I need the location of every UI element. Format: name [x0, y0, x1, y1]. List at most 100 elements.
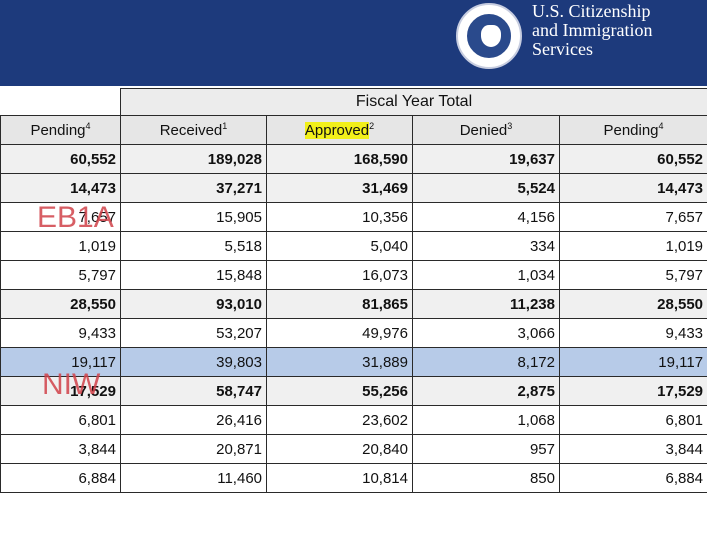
- agency-line-2: and Immigration: [532, 20, 653, 40]
- column-header-row: Pending4 Received1 Approved2 Denied3 Pen…: [0, 115, 707, 145]
- agency-line-3: Services: [532, 39, 593, 59]
- table-cell: 14,473: [0, 173, 121, 203]
- table-cell: 3,066: [412, 318, 560, 348]
- table-row: 14,473 37,271 31,469 5,524 14,473: [0, 173, 707, 203]
- table-cell: 6,884: [0, 463, 121, 493]
- table-cell: 6,801: [558, 405, 707, 435]
- table-cell: 8,172: [412, 347, 560, 377]
- table-cell: 9,433: [558, 318, 707, 348]
- footnote-mark: 1: [222, 121, 228, 131]
- statistics-table: Fiscal Year Total Pending4 Received1 App…: [0, 88, 707, 493]
- table-row: 9,433 53,207 49,976 3,066 9,433: [0, 318, 707, 348]
- table-cell: 957: [412, 434, 560, 464]
- col-label: Denied: [459, 122, 508, 139]
- table-cell: 60,552: [0, 144, 121, 174]
- table-cell: 28,550: [558, 289, 707, 319]
- table-cell: 1,019: [0, 231, 121, 261]
- col-label: Pending: [603, 122, 659, 139]
- dhs-seal-icon: [456, 3, 522, 69]
- table-cell: 7,657: [0, 202, 121, 232]
- col-header-received: Received1: [120, 115, 267, 145]
- col-header-approved: Approved2: [266, 115, 413, 145]
- table-row: 5,797 15,848 16,073 1,034 5,797: [0, 260, 707, 290]
- niw-annotation: NIW: [42, 368, 101, 401]
- group-header-row: Fiscal Year Total: [0, 88, 707, 116]
- table-cell: 14,473: [558, 173, 707, 203]
- table-cell: 6,801: [0, 405, 121, 435]
- table-cell: 9,433: [0, 318, 121, 348]
- table-row: 6,801 26,416 23,602 1,068 6,801: [0, 405, 707, 435]
- table-body: 60,552 189,028 168,590 19,637 60,552 14,473 37…: [0, 144, 707, 493]
- table-row: 60,552 189,028 168,590 19,637 60,552: [0, 144, 707, 174]
- table-cell: 15,848: [120, 260, 267, 290]
- table-row: 3,844 20,871 20,840 957 3,844: [0, 434, 707, 464]
- footnote-mark: 4: [85, 121, 91, 131]
- table-cell: 11,460: [120, 463, 267, 493]
- table-cell: 7,657: [558, 202, 707, 232]
- col-label: Pending: [30, 122, 86, 139]
- footnote-mark: 2: [369, 121, 375, 131]
- table-cell: 31,889: [266, 347, 413, 377]
- table-row: 19,117 39,803 31,889 8,172 19,117: [0, 347, 707, 377]
- agency-name: U.S. Citizenship and Immigration Service…: [532, 2, 652, 59]
- table-cell: 26,416: [120, 405, 267, 435]
- header-bar: U.S. Citizenship and Immigration Service…: [0, 0, 707, 86]
- table-cell: 58,747: [120, 376, 267, 406]
- table-cell: 5,797: [0, 260, 121, 290]
- table-cell: 19,117: [0, 347, 121, 377]
- table-row: 1,019 5,518 5,040 334 1,019: [0, 231, 707, 261]
- table-cell: 5,797: [558, 260, 707, 290]
- table-cell: 11,238: [412, 289, 560, 319]
- table-cell: 1,019: [558, 231, 707, 261]
- col-header-pending-left: Pending4: [0, 115, 121, 145]
- table-cell: 168,590: [266, 144, 413, 174]
- table-cell: 49,976: [266, 318, 413, 348]
- table-cell: 3,844: [0, 434, 121, 464]
- table-cell: 3,844: [558, 434, 707, 464]
- eagle-icon: [481, 25, 501, 47]
- table-row: 6,884 11,460 10,814 850 6,884: [0, 463, 707, 493]
- table-cell: 93,010: [120, 289, 267, 319]
- table-row: 17,529 58,747 55,256 2,875 17,529: [0, 376, 707, 406]
- table-cell: 1,034: [412, 260, 560, 290]
- table-cell: 2,875: [412, 376, 560, 406]
- table-cell: 81,865: [266, 289, 413, 319]
- footnote-mark: 4: [658, 121, 664, 131]
- fiscal-year-total-header: Fiscal Year Total: [119, 88, 707, 116]
- table-cell: 5,518: [120, 231, 267, 261]
- table-cell: 850: [412, 463, 560, 493]
- blank-cell: [0, 88, 121, 116]
- col-label: Received: [159, 122, 223, 139]
- col-header-denied: Denied3: [412, 115, 560, 145]
- table-cell: 16,073: [266, 260, 413, 290]
- table-cell: 189,028: [120, 144, 267, 174]
- col-header-pending-right: Pending4: [558, 115, 707, 145]
- table-cell: 1,068: [412, 405, 560, 435]
- table-cell: 28,550: [0, 289, 121, 319]
- table-cell: 60,552: [558, 144, 707, 174]
- table-cell: 20,871: [120, 434, 267, 464]
- col-label: Approved: [304, 122, 370, 139]
- table-cell: 53,207: [120, 318, 267, 348]
- eb1a-annotation: EB1A: [37, 201, 114, 234]
- table-cell: 10,814: [266, 463, 413, 493]
- table-cell: 10,356: [266, 202, 413, 232]
- table-cell: 17,529: [558, 376, 707, 406]
- seal-inner-ring: [465, 12, 513, 60]
- table-cell: 19,637: [412, 144, 560, 174]
- table-cell: 15,905: [120, 202, 267, 232]
- table-cell: 19,117: [558, 347, 707, 377]
- table-cell: 23,602: [266, 405, 413, 435]
- table-cell: 37,271: [120, 173, 267, 203]
- table-cell: 20,840: [266, 434, 413, 464]
- table-cell: 17,529: [0, 376, 121, 406]
- table-cell: 5,040: [266, 231, 413, 261]
- table-cell: 39,803: [120, 347, 267, 377]
- table-cell: 4,156: [412, 202, 560, 232]
- table-cell: 334: [412, 231, 560, 261]
- table-cell: 6,884: [558, 463, 707, 493]
- footnote-mark: 3: [507, 121, 513, 131]
- table-cell: 31,469: [266, 173, 413, 203]
- table-cell: 5,524: [412, 173, 560, 203]
- table-row: 28,550 93,010 81,865 11,238 28,550: [0, 289, 707, 319]
